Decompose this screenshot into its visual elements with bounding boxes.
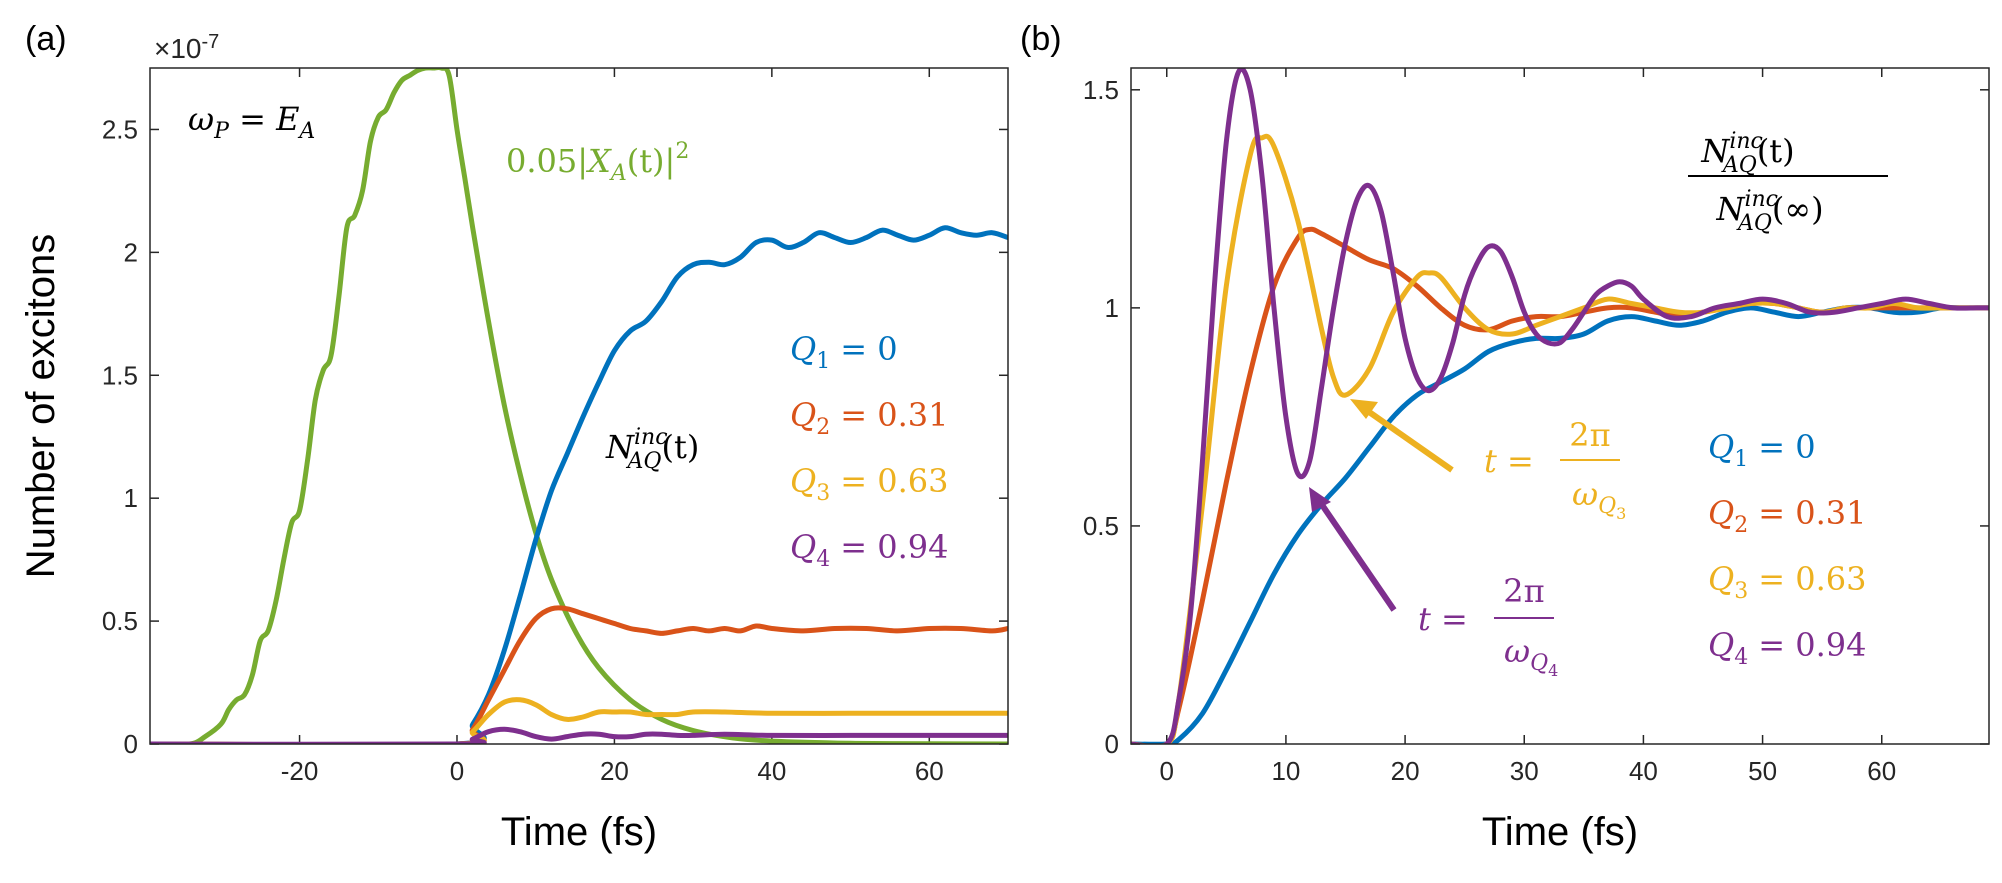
n-inc-annotation: Ninc AQ(t) [605, 425, 699, 474]
x-tick-label: 20 [1391, 756, 1420, 786]
legend-a: Q1 = 0 Q2 = 0.31 Q3 = 0.63 Q4 = 0.94 [790, 330, 948, 572]
arrow-q4-label: t = 2π ωQ4 [1418, 572, 1558, 680]
x-tick-label: 30 [1510, 756, 1539, 786]
series-q4-0-94 [150, 726, 1008, 744]
x-tick-label: 20 [600, 756, 629, 786]
y-tick-label: 0 [124, 729, 138, 759]
series-q2-0-31 [150, 605, 1008, 744]
y-tick-label: 1 [1105, 293, 1119, 323]
axes-a: -20 0 20 40 60 0 0.5 1 1.5 2 2.5 [102, 68, 1008, 786]
curves-b [1131, 68, 1989, 744]
series-q3-0-63 [150, 697, 1008, 744]
arrow-q4-head [1309, 487, 1331, 512]
ratio-numerator: Ninc AQ(t) [1700, 129, 1794, 178]
y-tick-label: 1 [124, 483, 138, 513]
x-axis-label-b: Time (fs) [1482, 810, 1638, 854]
arrow-q4-shaft [1315, 497, 1397, 612]
chart-a: -20 0 20 40 60 0 0.5 1 1.5 2 2.5 ×10-7 Time (fs) N… [19, 31, 1009, 854]
legend-entry-q4: Q4 = 0.94 [790, 528, 948, 572]
y-tick-label: 1.5 [102, 360, 138, 390]
chart-b: 0 10 20 30 40 50 60 0 0.5 1 1.5 Time (fs) Ninc AQ(t… [1083, 67, 1990, 854]
arrow-q4-num: 2π [1503, 572, 1544, 610]
y-tick-label: 0.5 [102, 606, 138, 636]
legend-entry-q4: Q4 = 0.94 [1708, 626, 1866, 670]
arrow-q4-den: ωQ4 [1504, 632, 1558, 680]
arrow-q3-num: 2π [1569, 416, 1610, 454]
x-tick-label: 50 [1748, 756, 1777, 786]
series-q4-0-94 [1131, 68, 1989, 744]
panel-label-a: (a) [25, 20, 67, 58]
legend-entry-q2: Q2 = 0.31 [1708, 494, 1866, 538]
legend-entry-q1: Q1 = 0 [1708, 428, 1816, 472]
curves-a [150, 68, 1008, 744]
legend-entry-q2: Q2 = 0.31 [790, 396, 948, 440]
axes-b: 0 10 20 30 40 50 60 0 0.5 1 1.5 [1083, 68, 1989, 786]
arrow-q3-label: t = 2π ωQ3 [1484, 416, 1626, 523]
arrow-q3-den: ωQ3 [1572, 475, 1626, 523]
series-0-05-x-a-t-2 [150, 68, 1008, 744]
arrow-q4-lhs: t = [1418, 600, 1468, 638]
y-tick-label: 2.5 [102, 114, 138, 144]
legend-entry-q3: Q3 = 0.63 [1708, 560, 1866, 604]
x-tick-label: 40 [757, 756, 786, 786]
panel-label-b: (b) [1020, 20, 1062, 58]
plot-frame-b [1130, 67, 1990, 745]
y-tick-label: 0 [1105, 729, 1119, 759]
x-tick-label: 60 [915, 756, 944, 786]
ratio-denominator: Ninc AQ(∞) [1715, 187, 1823, 236]
legend-entry-q1: Q1 = 0 [790, 330, 898, 374]
x-axis-label-a: Time (fs) [501, 810, 657, 854]
arrow-q3-shaft [1360, 404, 1454, 473]
x-tick-label: 0 [1160, 756, 1174, 786]
x-tick-label: 0 [450, 756, 464, 786]
y-tick-label: 0.5 [1083, 511, 1119, 541]
arrow-q3-lhs: t = [1484, 442, 1534, 480]
y-tick-label: 2 [124, 237, 138, 267]
x-tick-label: 40 [1629, 756, 1658, 786]
x-tick-label: -20 [281, 756, 319, 786]
y-tick-label: 1.5 [1083, 75, 1119, 105]
plot-frame-a [149, 67, 1009, 745]
x-tick-label: 60 [1867, 756, 1896, 786]
ratio-annotation: Ninc AQ(t) Ninc AQ(∞) [1688, 129, 1888, 236]
condition-annotation: ωP = EA [188, 100, 315, 144]
arrow-q3-head [1350, 399, 1378, 419]
green-curve-annotation: 0.05|XA(t)|2 [506, 139, 689, 186]
x-tick-label: 10 [1271, 756, 1300, 786]
legend-entry-q3: Q3 = 0.63 [790, 462, 948, 506]
series-q1-0 [150, 225, 1008, 744]
exponent-label: ×10-7 [154, 31, 219, 64]
legend-b: Q1 = 0 Q2 = 0.31 Q3 = 0.63 Q4 = 0.94 [1708, 428, 1866, 670]
y-axis-label-a: Number of excitons [19, 234, 63, 579]
